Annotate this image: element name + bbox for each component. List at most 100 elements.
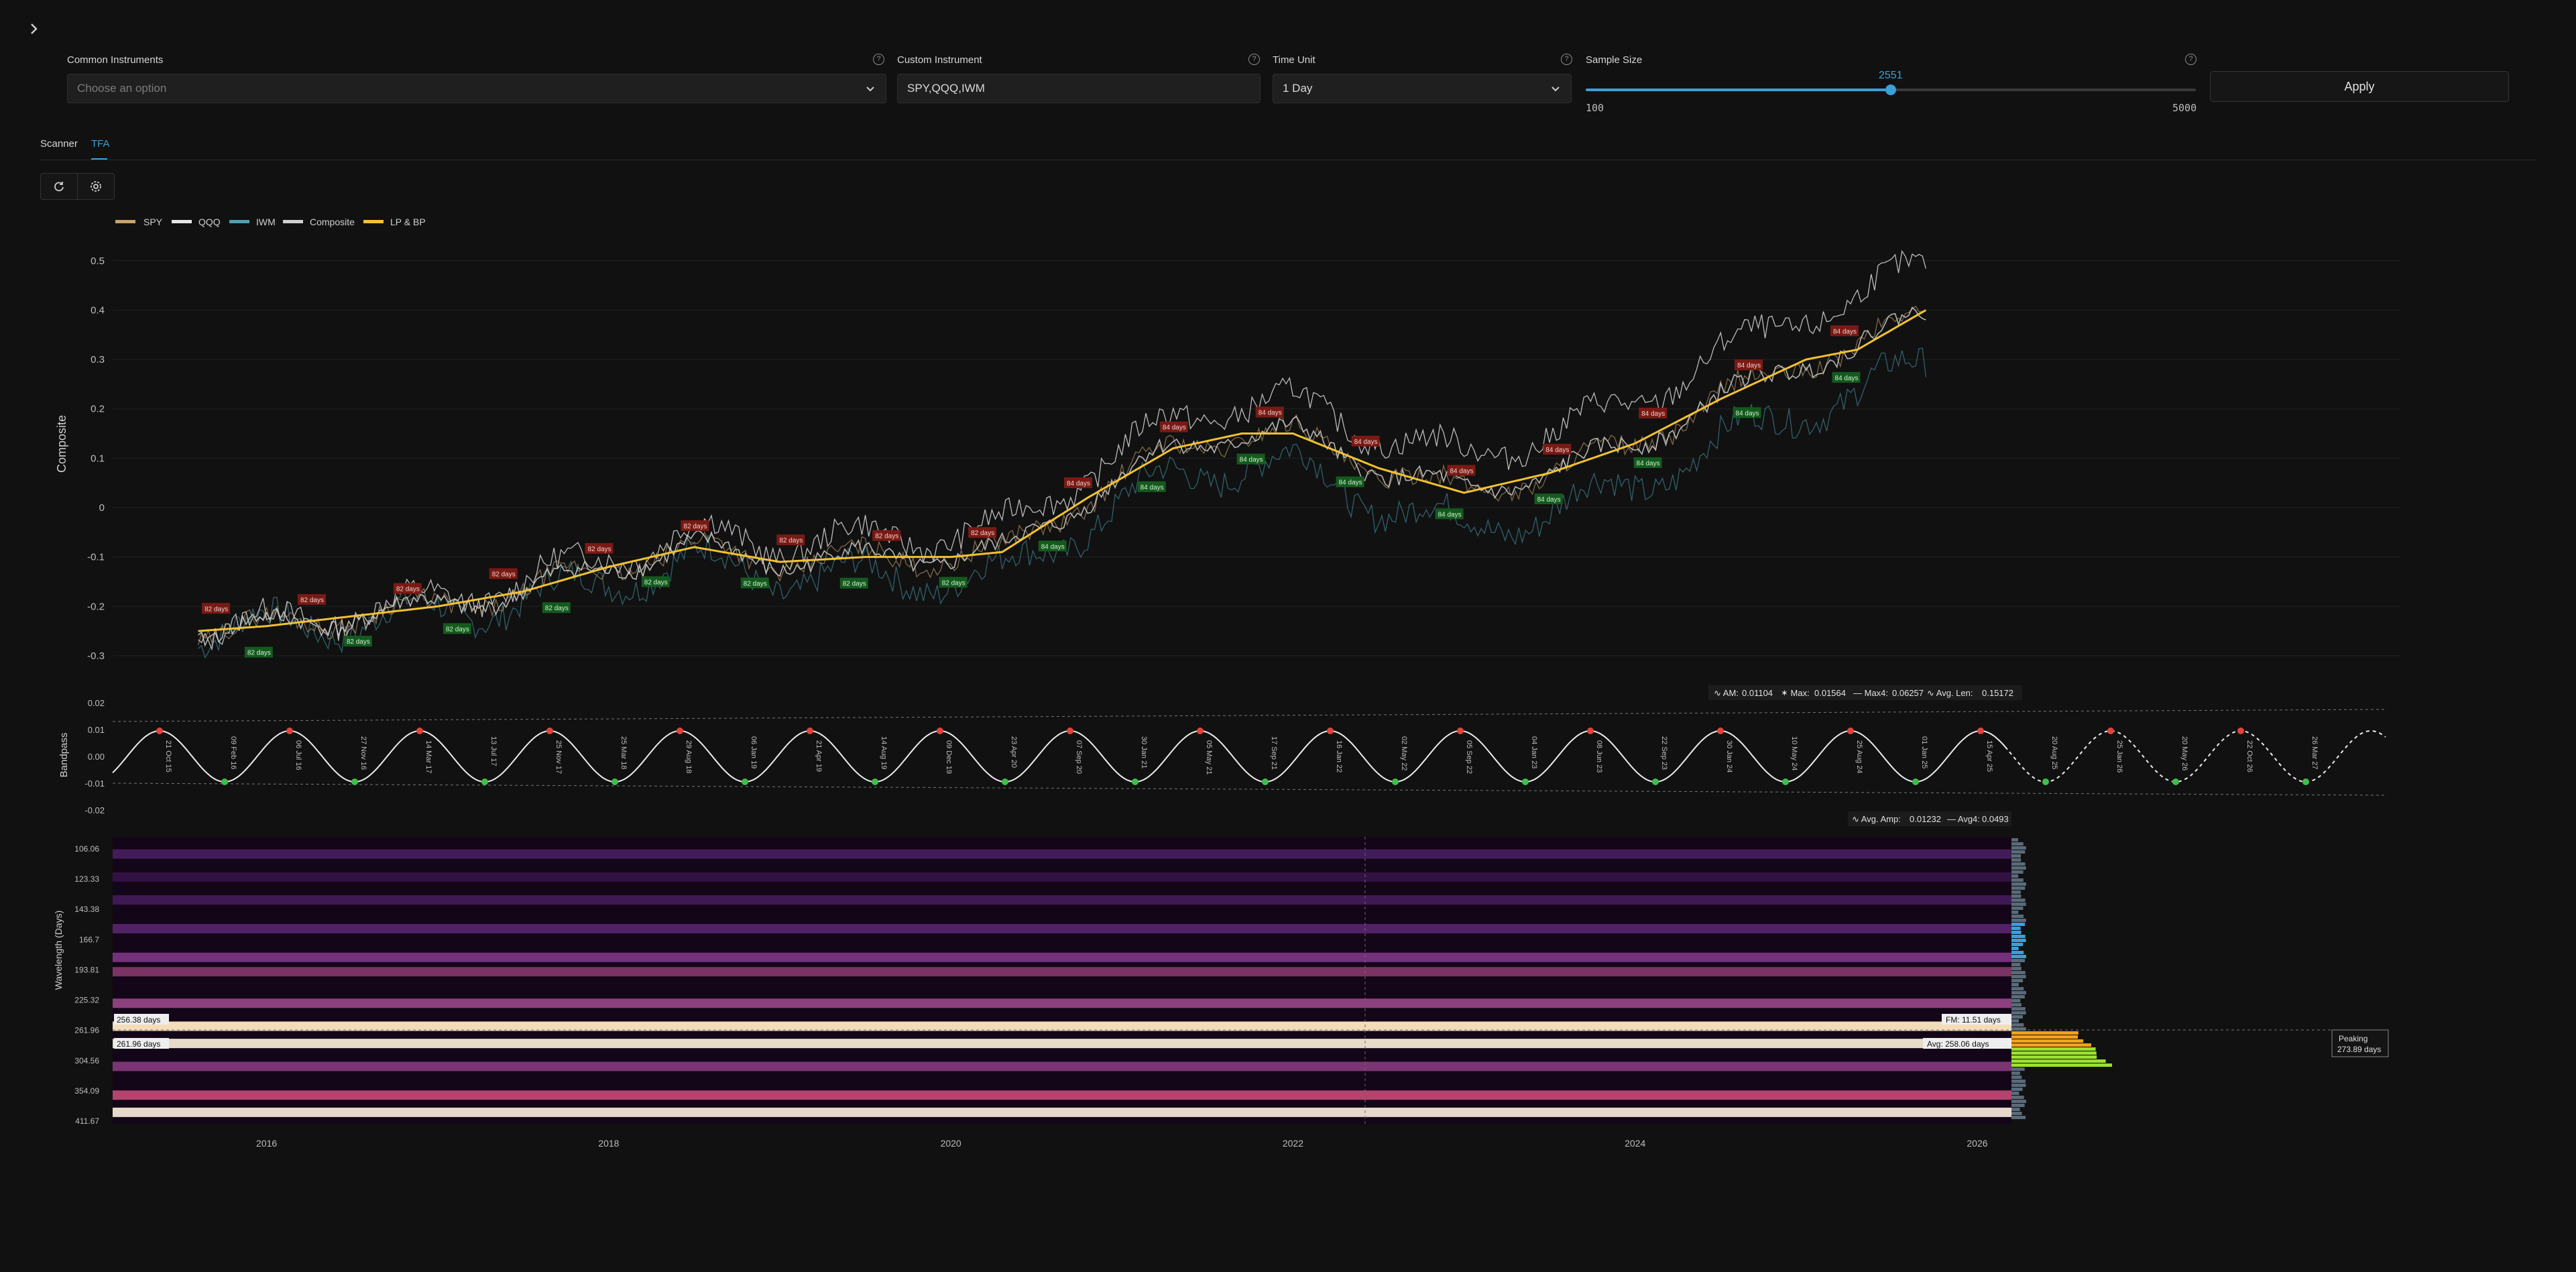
stat-avg4: 0.0493	[1982, 814, 2009, 824]
time-unit-select[interactable]: 1 Day	[1273, 74, 1572, 103]
bp-date-label: 25 Nov 17	[554, 740, 563, 774]
bp-date-label: 21 Apr 19	[815, 740, 823, 772]
histogram-bar	[2011, 862, 2026, 866]
histogram-bar	[2011, 911, 2019, 914]
histogram-bar	[2011, 1043, 2091, 1047]
bp-trough-marker	[1912, 778, 1919, 785]
sample-size-handle[interactable]	[1885, 84, 1896, 95]
tab-scanner[interactable]: Scanner	[40, 138, 78, 150]
histogram-bar	[2011, 983, 2019, 986]
stat-max-label: ✶ Max:	[1781, 688, 1810, 698]
spectrum-y-tick: 354.09	[74, 1086, 99, 1096]
histogram-bar	[2011, 882, 2026, 886]
tab-tfa[interactable]: TFA	[91, 138, 110, 150]
bandpass-projection	[2009, 730, 2386, 783]
x-year-label: 2020	[941, 1138, 961, 1149]
histogram-bar	[2011, 987, 2024, 990]
peak-tag-label: 82 days	[204, 605, 228, 613]
composite-axis-label: Composite	[55, 415, 68, 473]
peak-tag	[681, 520, 709, 531]
bp-y-tick: -0.01	[84, 778, 105, 789]
bp-date-label: 10 May 24	[1790, 736, 1798, 770]
help-icon[interactable]: ?	[1248, 54, 1260, 65]
histogram-bar	[2011, 1088, 2023, 1091]
bp-y-tick: 0.00	[88, 752, 105, 762]
spectrum-heatmap	[113, 837, 2011, 1124]
histogram-bar	[2011, 927, 2021, 930]
histogram-bar	[2011, 1116, 2026, 1119]
y-tick-label: 0.3	[91, 354, 105, 365]
peak-tag-label: 84 days	[1258, 410, 1282, 417]
bp-trough-marker	[481, 778, 488, 785]
bp-date-label: 25 Mar 18	[620, 736, 628, 770]
peak-tag-label: 82 days	[588, 546, 611, 553]
histogram-bar	[2011, 915, 2024, 918]
trough-tag-label: 82 days	[942, 579, 965, 587]
spectrum-band	[113, 923, 2011, 933]
peak-tag-label: 84 days	[1163, 424, 1186, 432]
stat-max4-label: — Max4:	[1853, 688, 1888, 698]
bp-date-label: 17 Sep 21	[1270, 736, 1278, 770]
histogram-bar	[2011, 1072, 2020, 1075]
gear-icon	[91, 181, 101, 192]
help-icon[interactable]: ?	[1561, 54, 1572, 65]
trough-tag-label: 82 days	[744, 580, 767, 587]
bp-date-label: 01 Jan 25	[1920, 736, 1928, 768]
trough-tag	[839, 577, 868, 589]
trough-tag-label: 82 days	[247, 650, 271, 657]
lpbp-line	[198, 309, 1927, 632]
peak-tag	[202, 603, 231, 614]
common-instruments-label: Common Instruments	[67, 54, 164, 66]
tfa-chart[interactable]: SPY QQQ IWM Composite LP & BP Composite …	[0, 201, 2576, 1153]
peak-tag-label: 82 days	[396, 586, 420, 593]
histogram-bar	[2011, 1019, 2019, 1023]
stat-avg4-label: — Avg4:	[1947, 814, 1980, 824]
histogram-bar	[2011, 1080, 2026, 1083]
composite-line	[198, 306, 1926, 647]
spectrum-left-label-2: 261.96 days	[117, 1039, 160, 1049]
bp-date-label: 14 Mar 17	[424, 740, 432, 774]
peak-tag	[1830, 325, 1859, 337]
peak-tag-label: 82 days	[300, 597, 324, 604]
bp-date-label: 30 Jan 24	[1725, 740, 1733, 772]
expand-sidebar-button[interactable]	[25, 20, 43, 38]
stat-am-label: ∿ AM:	[1714, 688, 1739, 698]
stat-avglen: 0.15172	[1982, 688, 2013, 698]
spectrum-band	[113, 952, 2011, 962]
chevron-down-icon	[866, 86, 874, 92]
help-icon[interactable]: ?	[873, 54, 884, 65]
stat-avgamp: 0.01232	[1910, 814, 1941, 824]
refresh-button[interactable]	[40, 173, 78, 200]
trough-tag-label: 82 days	[644, 579, 668, 586]
custom-instrument-label: Custom Instrument	[897, 54, 982, 66]
apply-button[interactable]: Apply	[2210, 71, 2509, 102]
y-tick-label: 0.4	[91, 304, 105, 316]
bp-trough-marker	[2042, 778, 2049, 785]
iwm-line	[198, 347, 1927, 659]
common-instruments-select[interactable]: Choose an option	[67, 74, 886, 103]
histogram-bar	[2011, 858, 2022, 862]
bp-date-label: 08 Jun 23	[1595, 740, 1603, 772]
histogram-bar	[2011, 999, 2021, 1002]
histogram-bar	[2011, 1067, 2025, 1071]
settings-button[interactable]	[77, 173, 115, 200]
stat-avgamp-label: ∿ Avg. Amp:	[1852, 814, 1901, 824]
sample-size-track[interactable]	[1586, 84, 2196, 95]
histogram-bar	[2011, 967, 2022, 970]
help-icon[interactable]: ?	[2185, 54, 2197, 65]
x-year-label: 2024	[1625, 1138, 1645, 1149]
bp-peak-marker	[1717, 728, 1724, 734]
histogram-bar	[2011, 995, 2025, 998]
bp-trough-marker	[611, 778, 618, 785]
bp-date-label: 23 Apr 20	[1010, 736, 1018, 768]
bp-trough-marker	[742, 778, 748, 785]
bp-date-label: 05 May 21	[1205, 740, 1213, 774]
histogram-bar	[2011, 846, 2026, 850]
peak-tag-label: 84 days	[1545, 447, 1569, 454]
custom-instrument-input[interactable]: SPY,QQQ,IWM	[897, 74, 1261, 103]
bp-peak-marker	[156, 728, 163, 734]
sample-size-fill	[1586, 89, 1891, 91]
peak-tag-label: 84 days	[1737, 362, 1761, 369]
histogram-bar	[2011, 890, 2021, 894]
histogram-bar	[2011, 1076, 2022, 1079]
